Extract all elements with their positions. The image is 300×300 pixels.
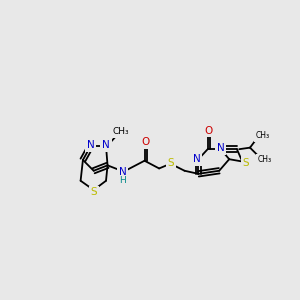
Text: S: S: [167, 158, 174, 168]
Text: N: N: [102, 140, 110, 150]
Text: N: N: [217, 143, 225, 153]
Text: O: O: [141, 137, 149, 147]
Text: CH₃: CH₃: [255, 131, 269, 140]
Text: N: N: [119, 167, 127, 177]
Text: CH₃: CH₃: [258, 155, 272, 164]
Text: N: N: [87, 140, 94, 150]
Text: H: H: [120, 176, 126, 185]
Text: S: S: [90, 187, 97, 197]
Text: O: O: [204, 126, 212, 136]
Text: CH₃: CH₃: [112, 127, 129, 136]
Text: N: N: [193, 154, 201, 164]
Text: S: S: [243, 158, 250, 168]
